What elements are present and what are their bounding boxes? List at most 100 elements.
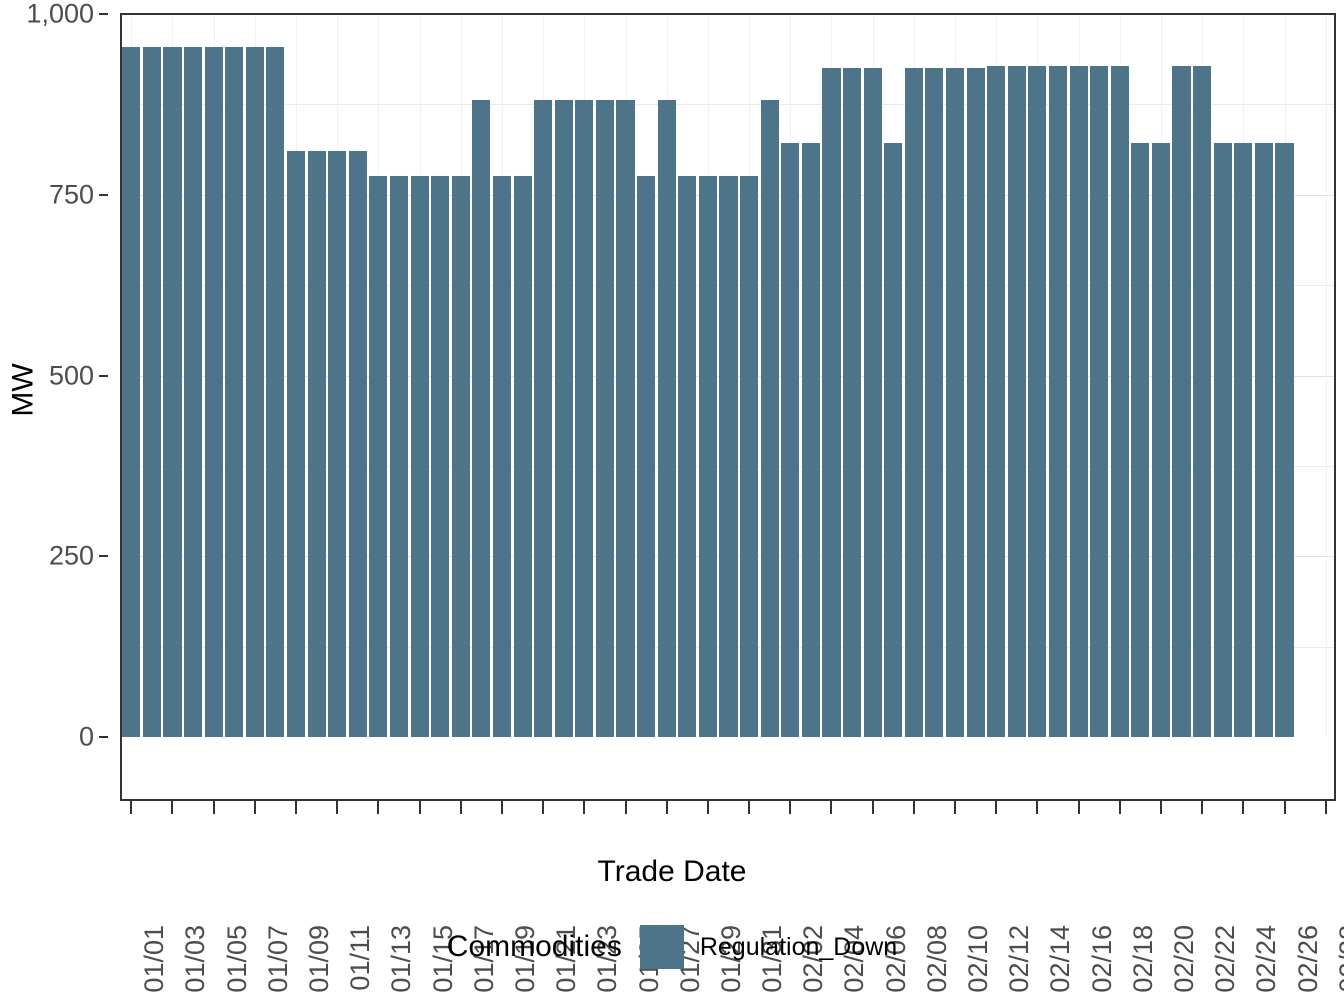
bar: [225, 47, 244, 737]
legend-item[interactable]: Regulation_Down: [639, 925, 898, 969]
y-tick-label: 1,000: [26, 0, 94, 29]
x-tick-mark: [336, 801, 339, 814]
bar: [1172, 66, 1191, 737]
bar: [184, 47, 203, 737]
bar: [1151, 142, 1170, 737]
x-axis-title: Trade Date: [597, 855, 747, 888]
x-tick-mark: [130, 801, 133, 814]
bar: [863, 68, 882, 737]
bar: [492, 175, 512, 737]
bar: [1275, 142, 1294, 737]
bar: [245, 47, 264, 737]
bar: [698, 175, 717, 737]
bar: [286, 151, 306, 737]
x-tick-mark: [1201, 801, 1204, 814]
x-tick-mark: [871, 801, 874, 814]
bar: [1028, 66, 1047, 737]
panel-border-top: [121, 13, 1336, 15]
bar: [760, 100, 779, 737]
x-tick-mark: [1242, 801, 1245, 814]
bar: [266, 47, 285, 737]
bar: [534, 100, 553, 737]
y-tick-mark: [99, 13, 108, 15]
bar: [554, 100, 573, 737]
x-tick-mark: [624, 801, 627, 814]
x-tick-mark: [1118, 801, 1121, 814]
plot-area: [121, 14, 1336, 737]
legend: Commodities Regulation_Down: [0, 925, 1344, 969]
bar: [1090, 66, 1109, 737]
bar: [822, 68, 841, 737]
x-tick-mark: [377, 801, 380, 814]
bar: [163, 47, 182, 737]
y-axis-tick-labels: 0 250 500 750 1,000: [0, 0, 108, 1008]
y-tick-mark: [99, 555, 108, 558]
bar: [122, 47, 141, 737]
y-tick-mark: [99, 193, 108, 196]
x-tick-mark: [954, 801, 957, 814]
bar: [1213, 142, 1232, 737]
y-tick-label: 0: [78, 721, 94, 752]
x-tick-mark: [1324, 801, 1327, 814]
x-tick-mark: [1036, 801, 1039, 814]
bar: [678, 175, 697, 737]
y-tick-mark: [99, 736, 108, 738]
bar: [966, 68, 985, 737]
bar: [842, 68, 862, 737]
bar: [925, 68, 944, 737]
bar: [1193, 66, 1212, 737]
bar: [410, 175, 429, 737]
bar: [451, 175, 470, 737]
panel-border-left: [120, 13, 122, 800]
x-tick-mark: [171, 801, 174, 814]
bar: [616, 100, 635, 737]
bar: [1254, 142, 1273, 737]
bar: [328, 151, 347, 737]
legend-swatch: [639, 925, 684, 969]
x-tick-mark: [212, 801, 215, 814]
x-tick-mark: [1159, 801, 1162, 814]
bar: [1131, 142, 1150, 737]
bar: [513, 175, 532, 737]
x-tick-mark: [459, 801, 462, 814]
x-tick-mark: [295, 801, 298, 814]
y-tick-label: 250: [48, 540, 94, 571]
x-tick-mark: [706, 801, 709, 814]
y-tick-label: 500: [48, 360, 94, 390]
bar: [904, 68, 923, 737]
bar: [307, 151, 326, 737]
bar: [595, 100, 614, 737]
x-tick-mark: [542, 801, 545, 814]
y-tick-label: 750: [48, 179, 94, 210]
x-tick-mark: [1077, 801, 1080, 814]
panel-border-right: [1334, 13, 1336, 800]
panel-border-bottom: [120, 799, 1336, 801]
bar: [204, 47, 223, 737]
legend-items: Regulation_Down: [639, 925, 898, 969]
bar: [389, 175, 409, 737]
bar: [472, 100, 491, 737]
x-tick-mark: [748, 801, 751, 814]
x-tick-mark: [789, 801, 792, 814]
x-tick-mark: [830, 801, 833, 814]
bar: [945, 68, 965, 737]
legend-label: Regulation_Down: [699, 932, 898, 961]
bar: [657, 100, 676, 737]
bar: [740, 175, 759, 737]
bar: [142, 47, 161, 737]
x-tick-mark: [418, 801, 421, 814]
x-tick-mark: [500, 801, 503, 814]
gridline-horizontal-minor: [121, 104, 1336, 106]
x-tick-mark: [665, 801, 668, 814]
x-tick-mark: [912, 801, 915, 814]
bar: [781, 142, 800, 737]
bar: [1069, 66, 1088, 737]
bar: [1007, 66, 1026, 737]
bar: [1110, 66, 1129, 737]
bar: [884, 142, 903, 737]
bar: [369, 175, 388, 737]
x-axis-tick-marks: [0, 801, 1344, 819]
bar: [575, 100, 594, 737]
bar: [801, 142, 820, 737]
bar: [431, 175, 450, 737]
